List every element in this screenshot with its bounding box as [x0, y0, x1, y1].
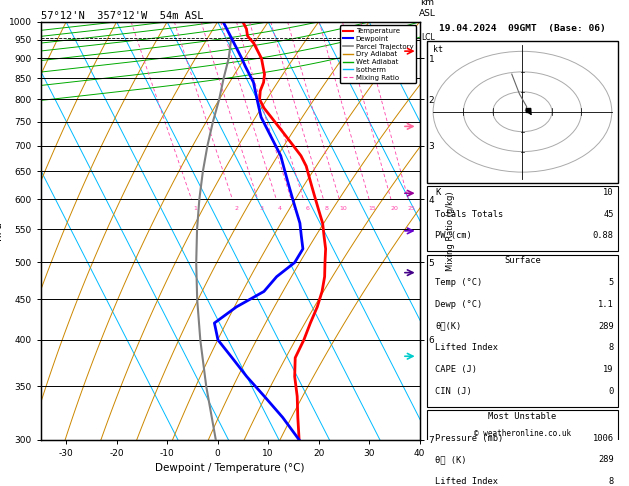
Text: 1.1: 1.1 [598, 300, 614, 309]
Text: 5: 5 [608, 278, 614, 287]
Text: 8: 8 [325, 206, 329, 211]
Text: Totals Totals: Totals Totals [435, 209, 503, 219]
Text: 10: 10 [603, 188, 614, 197]
Text: © weatheronline.co.uk: © weatheronline.co.uk [474, 429, 571, 438]
Text: 20: 20 [391, 206, 398, 211]
Text: 5: 5 [293, 206, 297, 211]
Text: LCL: LCL [421, 34, 435, 42]
Text: θᴇ (K): θᴇ (K) [435, 455, 467, 464]
Text: Surface: Surface [504, 256, 541, 265]
Text: 4: 4 [278, 206, 282, 211]
Text: Lifted Index: Lifted Index [435, 343, 498, 352]
Bar [427, 186, 618, 251]
Text: 10: 10 [339, 206, 347, 211]
Bar [427, 410, 618, 486]
Bar [427, 255, 618, 407]
Text: 3: 3 [260, 206, 264, 211]
Text: 0: 0 [608, 387, 614, 396]
Y-axis label: hPa: hPa [0, 222, 3, 240]
Text: Pressure (mb): Pressure (mb) [435, 434, 503, 443]
Text: 289: 289 [598, 322, 614, 330]
Text: θᴇ(K): θᴇ(K) [435, 322, 461, 330]
Text: 45: 45 [603, 209, 614, 219]
Text: 6: 6 [305, 206, 309, 211]
Text: km
ASL: km ASL [419, 0, 436, 17]
Legend: Temperature, Dewpoint, Parcel Trajectory, Dry Adiabat, Wet Adiabat, Isotherm, Mi: Temperature, Dewpoint, Parcel Trajectory… [340, 25, 416, 83]
Text: Mixing Ratio (g/kg): Mixing Ratio (g/kg) [446, 191, 455, 271]
Bar [427, 41, 618, 183]
Text: 1: 1 [194, 206, 198, 211]
Text: 57°12'N  357°12'W  54m ASL: 57°12'N 357°12'W 54m ASL [41, 11, 203, 21]
Text: K: K [435, 188, 440, 197]
Text: kt: kt [433, 45, 443, 54]
Text: 15: 15 [369, 206, 376, 211]
Text: 19.04.2024  09GMT  (Base: 06): 19.04.2024 09GMT (Base: 06) [439, 24, 606, 33]
Text: 289: 289 [598, 455, 614, 464]
Text: Dewp (°C): Dewp (°C) [435, 300, 482, 309]
Text: 25: 25 [408, 206, 415, 211]
Text: PW (cm): PW (cm) [435, 231, 472, 240]
Text: Temp (°C): Temp (°C) [435, 278, 482, 287]
Text: 2: 2 [235, 206, 238, 211]
Text: CAPE (J): CAPE (J) [435, 365, 477, 374]
Text: Most Unstable: Most Unstable [488, 412, 557, 421]
X-axis label: Dewpoint / Temperature (°C): Dewpoint / Temperature (°C) [155, 464, 305, 473]
Text: 0.88: 0.88 [593, 231, 614, 240]
Text: Lifted Index: Lifted Index [435, 477, 498, 486]
Text: 1006: 1006 [593, 434, 614, 443]
Text: 19: 19 [603, 365, 614, 374]
Text: 8: 8 [608, 343, 614, 352]
Text: 8: 8 [608, 477, 614, 486]
Text: CIN (J): CIN (J) [435, 387, 472, 396]
